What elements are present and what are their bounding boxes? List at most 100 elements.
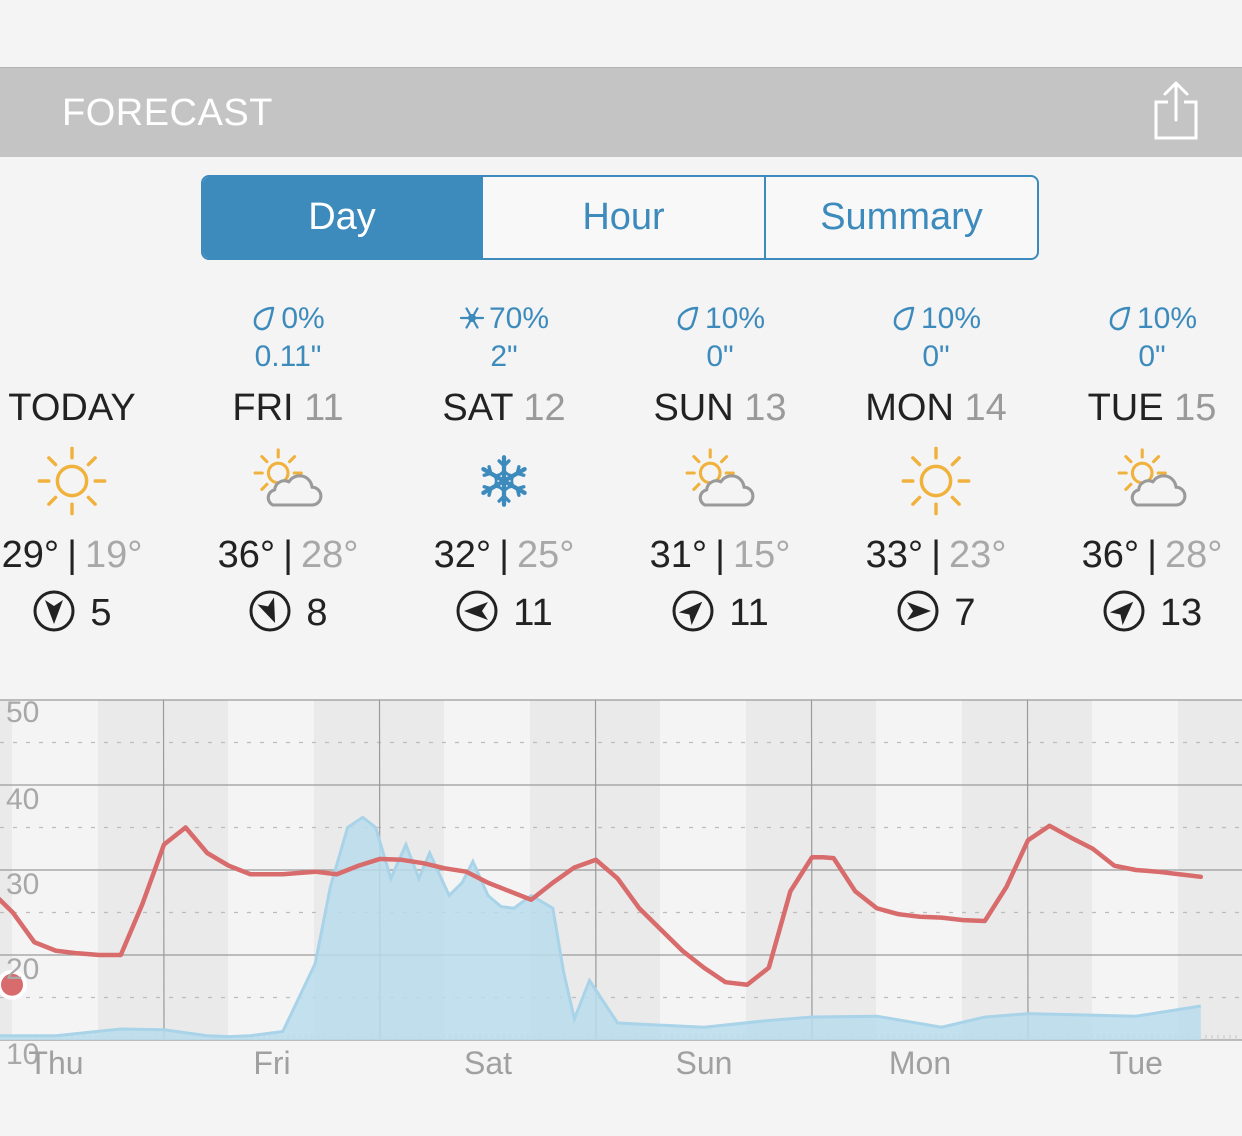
- wind-info: 7: [828, 590, 1044, 636]
- wind-speed: 13: [1159, 591, 1203, 634]
- day-label: SUN 13: [612, 386, 828, 430]
- day-separator: [594, 699, 597, 1041]
- precip-percent: 10%: [704, 302, 766, 335]
- temperature-line: [0, 823, 1204, 987]
- wind-speed: 7: [954, 591, 976, 634]
- day-separator: [162, 699, 165, 1041]
- high-temp: 31°: [649, 534, 708, 576]
- day-number: 15: [1174, 387, 1217, 429]
- day-forecast-sat[interactable]: 70% 2" SAT 12 32° | 25° 11: [396, 300, 612, 640]
- wind-info: 5: [0, 590, 180, 636]
- low-temp: 25°: [516, 534, 575, 576]
- low-temp: 23°: [948, 534, 1007, 576]
- temp-separator: |: [931, 534, 941, 576]
- day-forecast-tue[interactable]: 10% 0" TUE 15 36° | 28° 13: [1044, 300, 1242, 640]
- header-bar: FORECAST: [0, 67, 1242, 157]
- day-name: SUN: [653, 387, 734, 429]
- high-temp: 29°: [1, 534, 60, 576]
- day-name: TUE: [1087, 387, 1164, 429]
- y-tick-label: 40: [6, 783, 39, 816]
- precip-percent: 0%: [281, 302, 325, 335]
- raindrop-icon: [251, 302, 281, 335]
- view-segmented-control: Day Hour Summary: [201, 175, 1039, 260]
- tab-summary[interactable]: Summary: [820, 196, 983, 238]
- day-forecast-mon[interactable]: 10% 0" MON 14 33° | 23° 7: [828, 300, 1044, 640]
- partly-cloudy-icon: [1044, 436, 1242, 526]
- precip-amount: 0": [922, 340, 950, 373]
- wind-info: 13: [1044, 590, 1242, 636]
- temperature-range: 36° | 28°: [1044, 530, 1242, 580]
- tab-day[interactable]: Day: [203, 177, 481, 258]
- temperature-range: 33° | 23°: [828, 530, 1044, 580]
- temp-separator: |: [283, 534, 293, 576]
- precip-amount: 0.11": [254, 340, 322, 373]
- snow-icon: [396, 436, 612, 526]
- low-temp: 19°: [84, 534, 143, 576]
- x-tick-label: Sat: [464, 1045, 512, 1081]
- high-temp: 32°: [433, 534, 492, 576]
- temperature-range: 32° | 25°: [396, 530, 612, 580]
- sun-icon: [828, 436, 1044, 526]
- wind-direction-icon: [671, 589, 715, 638]
- current-temp-marker: [0, 969, 27, 1000]
- day-name: TODAY: [8, 387, 136, 429]
- wind-direction-icon: [455, 589, 499, 638]
- wind-direction-icon: [1102, 589, 1146, 638]
- day-name: SAT: [442, 387, 513, 429]
- precip-chance: 10%: [828, 300, 1044, 338]
- low-temp: 28°: [300, 534, 359, 576]
- day-number: 12: [523, 387, 566, 429]
- high-temp: 36°: [1081, 534, 1140, 576]
- precip-percent: 10%: [920, 302, 982, 335]
- precip-amount: 0": [1138, 340, 1166, 373]
- wind-direction-icon: [248, 589, 292, 638]
- day-forecast-today[interactable]: TODAY 29° | 19° 5: [0, 300, 180, 640]
- y-tick-label: 20: [6, 953, 39, 986]
- page-title: FORECAST: [62, 92, 273, 134]
- raindrop-icon: [675, 302, 705, 335]
- precip-amount: 0": [706, 340, 734, 373]
- sun-icon: [0, 436, 180, 526]
- y-tick-label: 10: [6, 1038, 39, 1071]
- tab-hour[interactable]: Hour: [481, 177, 766, 258]
- day-name: MON: [865, 387, 954, 429]
- partly-cloudy-icon: [180, 436, 396, 526]
- precip-percent: 10%: [1136, 302, 1198, 335]
- day-label: TUE 15: [1044, 386, 1242, 430]
- day-label: MON 14: [828, 386, 1044, 430]
- snowflake-icon: [459, 302, 489, 335]
- low-temp: 15°: [732, 534, 791, 576]
- wind-info: 11: [612, 590, 828, 636]
- precip-chance: 0%: [180, 300, 396, 338]
- temperature-range: 36° | 28°: [180, 530, 396, 580]
- high-temp: 33°: [865, 534, 924, 576]
- precip-amount: 2": [490, 340, 518, 373]
- wind-speed: 5: [90, 591, 112, 634]
- day-separator: [1026, 699, 1029, 1041]
- wind-speed: 8: [306, 591, 328, 634]
- x-tick-label: Sun: [676, 1045, 733, 1081]
- y-tick-label: 30: [6, 868, 39, 901]
- precip-percent: 70%: [488, 302, 550, 335]
- wind-speed: 11: [513, 591, 553, 634]
- day-number: 14: [964, 387, 1007, 429]
- share-icon[interactable]: [1152, 80, 1200, 142]
- temperature-range: 31° | 15°: [612, 530, 828, 580]
- x-tick-label: Tue: [1109, 1045, 1163, 1081]
- partly-cloudy-icon: [612, 436, 828, 526]
- day-forecast-sun[interactable]: 10% 0" SUN 13 31° | 15° 11: [612, 300, 828, 640]
- x-tick-label: Thu: [28, 1045, 83, 1081]
- day-number: 13: [744, 387, 787, 429]
- wind-info: 11: [396, 590, 612, 636]
- temp-separator: |: [715, 534, 725, 576]
- precip-chance: 10%: [1044, 300, 1242, 338]
- day-name: FRI: [232, 387, 294, 429]
- wind-speed: 11: [729, 591, 769, 634]
- temp-separator: |: [67, 534, 77, 576]
- day-number: 11: [304, 387, 344, 429]
- raindrop-icon: [1107, 302, 1137, 335]
- day-forecast-fri[interactable]: 0% 0.11" FRI 11 36° | 28° 8: [180, 300, 396, 640]
- low-temp: 28°: [1164, 534, 1223, 576]
- day-separator: [810, 699, 813, 1041]
- precip-chance: 10%: [612, 300, 828, 338]
